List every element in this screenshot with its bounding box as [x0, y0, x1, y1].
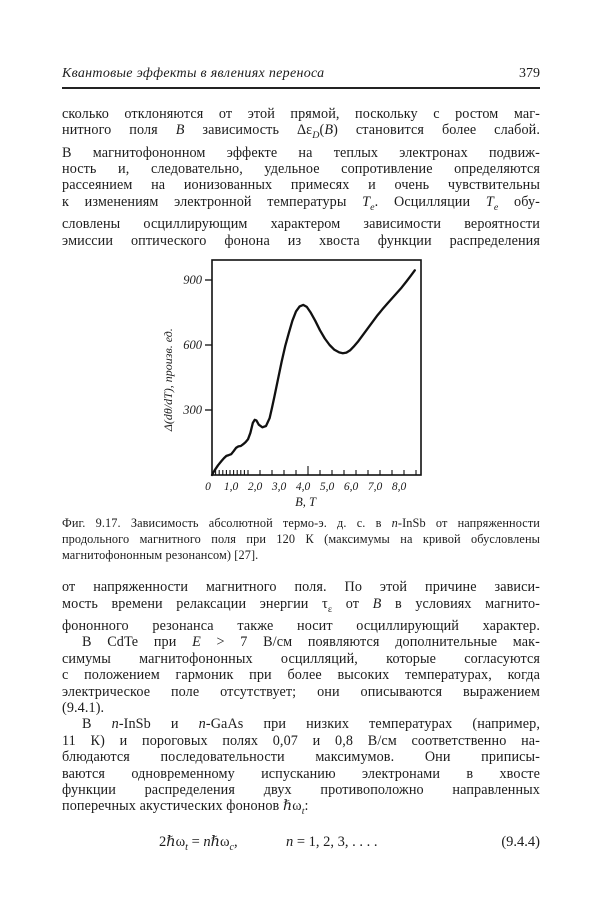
- svg-text:2,0: 2,0: [248, 481, 263, 493]
- text-line: поперечных акустических фононов ℏωt:: [62, 798, 309, 818]
- text-line: словлены осциллирующим характером зависи…: [62, 216, 540, 233]
- paragraph-block-1: сколько отклоняются от этой прямой, поск…: [62, 106, 540, 249]
- text-line: фононного резонанса также носит осциллир…: [62, 617, 540, 634]
- equation-number: (9.4.4): [501, 833, 540, 850]
- svg-text:900: 900: [183, 273, 203, 287]
- text-line: В магнитофононном эффекте на теплых элек…: [62, 144, 540, 161]
- svg-text:0: 0: [205, 481, 211, 493]
- paragraph-block-2: от напряженности магнитного поля. По это…: [62, 579, 540, 820]
- text-line: мость времени релаксации энергии τε от B…: [62, 595, 540, 615]
- svg-text:600: 600: [183, 338, 203, 352]
- text-line: ваются одновременному испусканию электро…: [62, 765, 540, 782]
- svg-text:1,0: 1,0: [224, 481, 239, 493]
- svg-text:300: 300: [182, 403, 203, 417]
- text-line: ность и, следовательно, удельное сопроти…: [62, 161, 540, 178]
- equation-condition: n = 1, 2, 3, . . . .: [286, 833, 378, 850]
- paragraph: В n-InSb и n-GaAs при низких температура…: [62, 716, 540, 820]
- equation-lhs: 2ℏωt = nℏωc,: [159, 833, 238, 853]
- svg-text:7,0: 7,0: [368, 481, 383, 493]
- svg-text:8,0: 8,0: [392, 481, 407, 493]
- running-head: Квантовые эффекты в явлениях переноса: [62, 66, 325, 81]
- text-line: В CdTe при E > 7 В/см появляются дополни…: [82, 634, 540, 651]
- paragraph: от напряженности магнитного поля. По это…: [62, 579, 540, 634]
- text-line: функции распределения двух противоположн…: [62, 782, 540, 798]
- y-axis-label: Δ(dθ/dT), произв. ед.: [161, 328, 175, 432]
- page-header: Квантовые эффекты в явлениях переноса 37…: [62, 66, 540, 89]
- text-line: нитного поля B зависимость ΔεD(B) станов…: [62, 122, 541, 142]
- page-number: 379: [519, 66, 540, 81]
- text-line: с положением гармоник при более высоких …: [62, 667, 540, 684]
- svg-text:6,0: 6,0: [344, 481, 359, 493]
- text-line: В n-InSb и n-GaAs при низких температура…: [82, 716, 540, 733]
- paragraph: В CdTe при E > 7 В/см появляются дополни…: [62, 634, 540, 716]
- text-line: блюдаются последовательности максимумов.…: [62, 749, 540, 766]
- equation-9-4-4: 2ℏωt = nℏωc, n = 1, 2, 3, . . . . (9.4.4…: [62, 834, 540, 856]
- text-line: (9.4.1).: [62, 699, 105, 716]
- figure-caption: Фиг. 9.17. Зависимость абсолютной термо-…: [62, 516, 540, 563]
- figure-9-17: 0 1,0 2,0 3,0 4,0 5,0 6,0 7,0 8,0 300 600 900 В, Т Δ(…: [62, 257, 540, 509]
- text-line: симумы магнитофононных осцилляций, котор…: [62, 650, 540, 667]
- caption-line: Фиг. 9.17. Зависимость абсолютной термо-…: [62, 515, 540, 530]
- text-line: от напряженности магнитного поля. По это…: [62, 579, 540, 596]
- svg-text:3,0: 3,0: [271, 481, 287, 493]
- caption-line: продольного магнитного поля при 120 К (м…: [62, 531, 540, 546]
- svg-text:4,0: 4,0: [296, 481, 311, 493]
- text-line: сколько отклоняются от этой прямой, поск…: [62, 106, 540, 122]
- data-curve: [210, 269, 416, 477]
- thermo-emf-chart: 0 1,0 2,0 3,0 4,0 5,0 6,0 7,0 8,0 300 600 900 В, Т Δ(…: [161, 259, 422, 509]
- text-line: эмиссии оптического фонона из хвоста фун…: [62, 232, 540, 249]
- svg-text:5,0: 5,0: [320, 481, 335, 493]
- x-axis-label: В, Т: [295, 495, 317, 509]
- text-line: 11 К) и пороговых полях 0,07 и 0,8 В/см …: [62, 732, 540, 749]
- caption-line: магнитофононным резонансом) [27].: [62, 547, 259, 562]
- text-line: электрическое поле отсутствует; они опис…: [62, 683, 540, 700]
- text-line: к изменениям электронной температуры Te.…: [62, 193, 540, 213]
- text-line: рассеянием на ионизованных примесях и оч…: [62, 177, 540, 194]
